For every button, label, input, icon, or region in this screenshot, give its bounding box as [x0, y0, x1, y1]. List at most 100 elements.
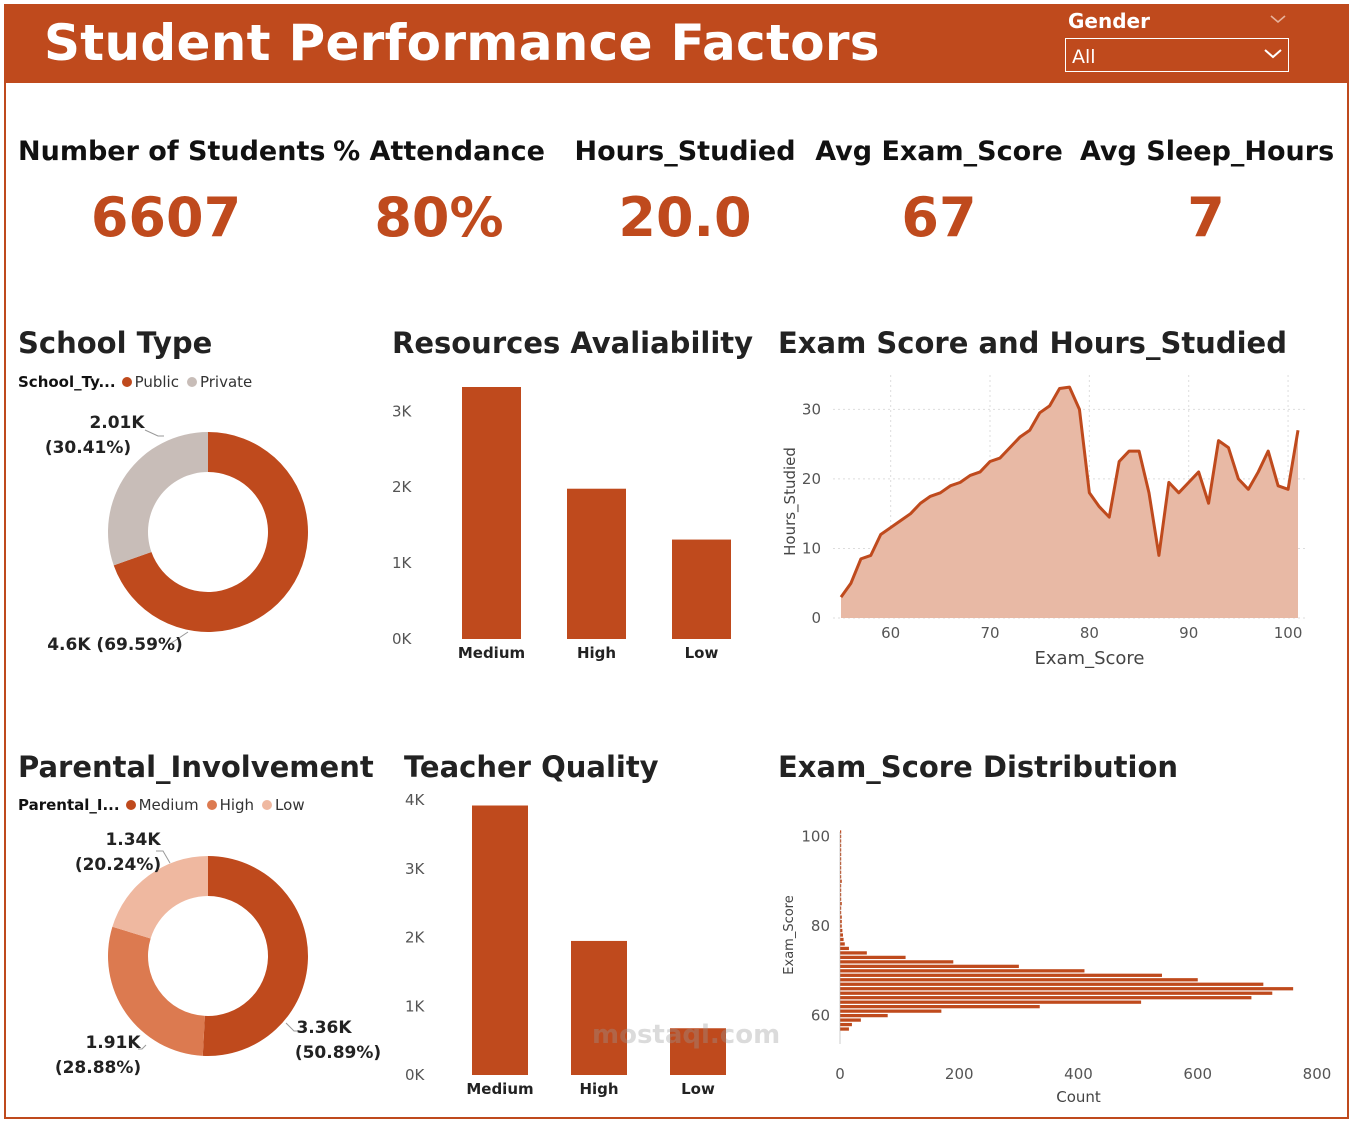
histogram-bar	[840, 1009, 942, 1013]
distribution-title: Exam_Score Distribution	[778, 750, 1179, 784]
legend-dot-icon	[121, 377, 132, 387]
legend-item-medium[interactable]: Medium	[138, 796, 199, 814]
parental-donut-chart[interactable]: 1.34K (20.24%) 1.91K (28.88%) 3.36K (50.…	[18, 823, 388, 1113]
bar-high	[571, 940, 627, 1075]
histogram-bar	[840, 884, 842, 888]
histogram-bar	[840, 919, 842, 924]
y-tick-label: 0	[811, 609, 821, 627]
series-line	[839, 385, 1300, 599]
histogram-bar	[840, 933, 843, 937]
histogram-bar	[840, 991, 1273, 995]
x-axis-title: Count	[1056, 1088, 1101, 1106]
histogram-bar	[840, 1022, 852, 1027]
legend-item-high[interactable]: High	[219, 796, 255, 814]
y-tick-label: 2K	[405, 929, 426, 947]
school-type-donut-chart[interactable]: 2.01K (30.41%) 4.6K (69.59%)	[18, 400, 358, 690]
histogram-bar	[840, 830, 842, 834]
bar-low	[670, 1028, 726, 1075]
kpi-label-sleep: Avg Sleep_Hours	[1080, 136, 1335, 167]
histogram-bar	[840, 928, 843, 933]
resources-title: Resources Avaliability	[392, 326, 754, 360]
histogram-bar	[840, 1000, 1142, 1004]
donut-slice-low	[112, 856, 208, 939]
kpi-label-students: Number of Students	[18, 136, 326, 167]
legend-dot-icon	[186, 377, 197, 387]
y-tick-label: 2K	[392, 478, 413, 496]
parental-legend: Parental_I... Medium High Low	[18, 796, 305, 814]
x-category-label: High	[577, 644, 616, 662]
page-title: Student Performance Factors	[44, 14, 880, 72]
donut-slice-private	[107, 432, 208, 566]
y-tick-label: 4K	[405, 791, 426, 809]
exam-hours-area-chart[interactable]: 60 70 80 90 100 0 10 20 30 Exam_Score Hours_Studie…	[775, 365, 1335, 675]
x-tick-label: 70	[980, 624, 999, 642]
histogram-bar	[840, 848, 842, 852]
histogram-bar	[840, 897, 842, 901]
histogram-bar	[840, 987, 1294, 991]
histogram-bar	[840, 955, 906, 960]
donut-slice-medium	[202, 856, 309, 1056]
x-category-label: Low	[681, 1080, 715, 1098]
histogram-bar	[840, 942, 845, 946]
chevron-down-icon	[1264, 49, 1282, 59]
gender-slicer-dropdown[interactable]: All	[1065, 38, 1289, 72]
kpi-value-students: 6607	[90, 186, 242, 249]
y-axis-title: Exam_Score	[782, 895, 797, 974]
y-tick-label: 60	[811, 1007, 830, 1025]
histogram-bar	[840, 946, 849, 951]
x-tick-label: 60	[881, 624, 900, 642]
histogram-bar	[840, 969, 1085, 973]
y-tick-label: 10	[802, 539, 821, 557]
dashboard-frame	[4, 4, 1349, 1119]
y-tick-label: 0K	[405, 1066, 426, 1084]
gender-slicer-label: Gender	[1068, 9, 1150, 33]
legend-item-public[interactable]: Public	[134, 373, 179, 391]
data-label-private: 2.01K	[89, 413, 145, 433]
histogram-bar	[840, 852, 842, 857]
histogram-bar	[840, 951, 867, 955]
x-tick-label: 400	[1064, 1065, 1093, 1083]
histogram-bar	[840, 1027, 849, 1031]
x-tick-label: 100	[1274, 624, 1303, 642]
histogram-bar	[840, 875, 842, 879]
x-category-label: Low	[685, 644, 719, 662]
histogram-bar	[840, 924, 842, 928]
histogram-bar	[840, 843, 842, 848]
histogram-bar	[840, 1018, 861, 1022]
teacher-bar-chart[interactable]: 0K 1K 2K 3K 4K Medium High Low	[380, 790, 750, 1110]
legend-dot-icon	[206, 800, 217, 810]
histogram-bar	[840, 910, 842, 915]
histogram-bar	[840, 973, 1162, 977]
data-label-low: 1.34K	[105, 830, 161, 850]
bar-low	[672, 539, 731, 639]
resources-bar-chart[interactable]: 0K 1K 2K 3K Medium High Low	[380, 380, 750, 680]
y-tick-label: 0K	[392, 630, 413, 648]
histogram-bar	[840, 982, 1264, 986]
legend-item-low[interactable]: Low	[275, 796, 305, 814]
parental-title: Parental_Involvement	[18, 750, 374, 784]
y-tick-label: 1K	[405, 997, 426, 1015]
chevron-down-icon[interactable]	[1268, 12, 1288, 26]
bar-medium	[462, 387, 521, 639]
x-tick-label: 600	[1183, 1065, 1212, 1083]
exam-hours-title: Exam Score and Hours_Studied	[778, 326, 1287, 360]
legend-item-private[interactable]: Private	[199, 373, 253, 391]
legend-title: Parental_I...	[18, 796, 120, 814]
data-label-public: 4.6K (69.59%)	[47, 635, 183, 655]
data-label-high: 1.91K	[85, 1033, 141, 1053]
data-label-medium-pct: (50.89%)	[295, 1043, 381, 1063]
data-label-medium: 3.36K	[296, 1018, 352, 1038]
x-tick-label: 90	[1179, 624, 1198, 642]
y-tick-label: 3K	[392, 402, 413, 420]
histogram-bar	[840, 1013, 888, 1018]
kpi-value-exam: 67	[901, 186, 977, 249]
histogram-bar	[840, 893, 842, 897]
bar-high	[567, 488, 626, 639]
kpi-value-attendance: 80%	[374, 186, 504, 249]
histogram-bar	[840, 960, 954, 964]
histogram-bar	[840, 888, 842, 892]
histogram-bar	[840, 978, 1198, 982]
y-tick-label: 3K	[405, 860, 426, 878]
x-tick-label: 0	[835, 1065, 845, 1083]
distribution-bar-chart[interactable]: 0 200 400 600 800 60 80 100 Count Exam_Score	[775, 818, 1335, 1108]
